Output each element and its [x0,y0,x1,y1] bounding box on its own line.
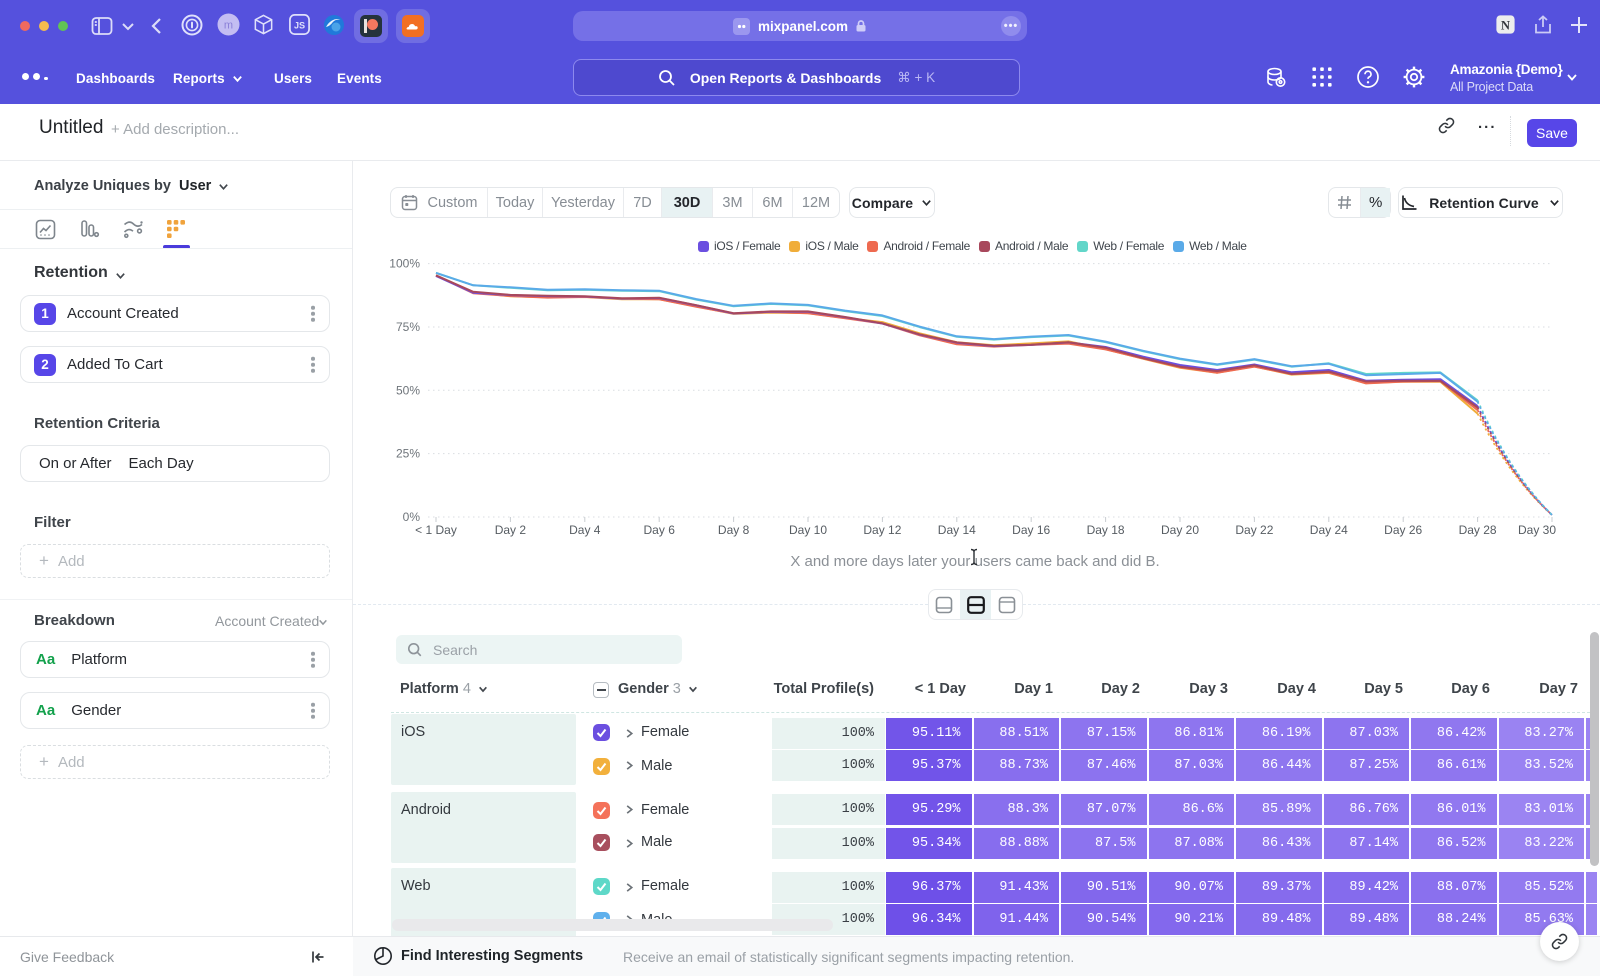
svg-text:Day 8: Day 8 [718,523,750,537]
svg-text:Day 12: Day 12 [863,523,901,537]
svg-text:Day 6: Day 6 [644,523,676,537]
svg-text:Day 4: Day 4 [569,523,601,537]
svg-text:Day 18: Day 18 [1087,523,1125,537]
svg-text:m: m [224,20,233,32]
svg-text:< 1 Day: < 1 Day [415,523,457,537]
svg-text:25%: 25% [396,447,420,461]
svg-text:Day 26: Day 26 [1384,523,1422,537]
svg-text:JS: JS [294,20,305,30]
svg-text:Day 14: Day 14 [938,523,976,537]
svg-text:Day 20: Day 20 [1161,523,1199,537]
svg-text:Day 22: Day 22 [1235,523,1273,537]
svg-text:50%: 50% [396,383,420,397]
svg-text:Day 24: Day 24 [1310,523,1348,537]
svg-text:Day 30: Day 30 [1518,523,1556,537]
svg-text:N: N [1501,18,1510,32]
svg-text:Day 10: Day 10 [789,523,827,537]
svg-text:Day 2: Day 2 [495,523,527,537]
svg-text:Day 16: Day 16 [1012,523,1050,537]
svg-text:0%: 0% [403,510,421,524]
svg-text:75%: 75% [396,320,420,334]
svg-text:100%: 100% [389,257,420,271]
svg-text:Day 28: Day 28 [1459,523,1497,537]
